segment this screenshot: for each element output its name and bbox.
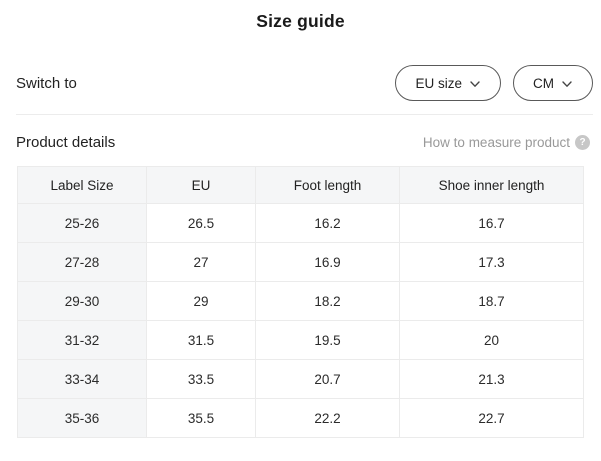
size-table-header: Label Size EU Foot length Shoe inner len… bbox=[17, 166, 584, 204]
unit-dropdown[interactable]: CM bbox=[513, 65, 593, 101]
table-row: 25-26 26.5 16.2 16.7 bbox=[17, 203, 584, 243]
value-cell: 16.2 bbox=[255, 203, 400, 243]
label-size-cell: 33-34 bbox=[17, 359, 147, 399]
chevron-down-icon bbox=[561, 78, 573, 90]
value-cell: 18.2 bbox=[255, 281, 400, 321]
details-row: Product details How to measure product ? bbox=[0, 134, 601, 151]
value-cell: 35.5 bbox=[146, 398, 256, 438]
label-size-cell: 27-28 bbox=[17, 242, 147, 282]
column-header-foot-length: Foot length bbox=[255, 166, 400, 204]
header-row: Label Size EU Foot length Shoe inner len… bbox=[17, 166, 584, 204]
value-cell: 22.2 bbox=[255, 398, 400, 438]
label-size-cell: 31-32 bbox=[17, 320, 147, 360]
product-details-heading: Product details bbox=[16, 134, 116, 151]
table-row: 35-36 35.5 22.2 22.7 bbox=[17, 398, 584, 438]
label-size-cell: 35-36 bbox=[17, 398, 147, 438]
column-header-label-size: Label Size bbox=[17, 166, 147, 204]
how-to-measure-label: How to measure product bbox=[422, 135, 570, 150]
value-cell: 20 bbox=[399, 320, 584, 360]
table-row: 31-32 31.5 19.5 20 bbox=[17, 320, 584, 360]
value-cell: 20.7 bbox=[255, 359, 400, 399]
label-size-cell: 25-26 bbox=[17, 203, 147, 243]
value-cell: 19.5 bbox=[255, 320, 400, 360]
column-header-shoe-inner-length: Shoe inner length bbox=[399, 166, 584, 204]
value-cell: 31.5 bbox=[146, 320, 256, 360]
table-row: 27-28 27 16.9 17.3 bbox=[17, 242, 584, 282]
column-header-eu: EU bbox=[146, 166, 256, 204]
table-row: 33-34 33.5 20.7 21.3 bbox=[17, 359, 584, 399]
table-row: 29-30 29 18.2 18.7 bbox=[17, 281, 584, 321]
value-cell: 22.7 bbox=[399, 398, 584, 438]
value-cell: 26.5 bbox=[146, 203, 256, 243]
value-cell: 27 bbox=[146, 242, 256, 282]
value-cell: 29 bbox=[146, 281, 256, 321]
chevron-down-icon bbox=[469, 78, 481, 90]
label-size-cell: 29-30 bbox=[17, 281, 147, 321]
size-standard-dropdown-value: EU size bbox=[415, 75, 462, 91]
switch-row: Switch to EU size CM bbox=[0, 65, 601, 101]
page-title: Size guide bbox=[256, 11, 345, 31]
how-to-measure-link[interactable]: How to measure product ? bbox=[423, 135, 590, 150]
value-cell: 33.5 bbox=[146, 359, 256, 399]
section-divider bbox=[16, 114, 593, 115]
value-cell: 16.9 bbox=[255, 242, 400, 282]
value-cell: 21.3 bbox=[399, 359, 584, 399]
size-standard-dropdown[interactable]: EU size bbox=[395, 65, 501, 101]
value-cell: 16.7 bbox=[399, 203, 584, 243]
size-table: Label Size EU Foot length Shoe inner len… bbox=[17, 166, 584, 438]
switch-pills: EU size CM bbox=[395, 65, 593, 101]
value-cell: 17.3 bbox=[399, 242, 584, 282]
size-table-body: 25-26 26.5 16.2 16.7 27-28 27 16.9 17.3 29-30 29 1… bbox=[17, 203, 584, 438]
unit-dropdown-value: CM bbox=[533, 75, 554, 91]
value-cell: 18.7 bbox=[399, 281, 584, 321]
size-guide-dialog: { "title": "Size guide", "switch": { "la… bbox=[0, 11, 601, 461]
question-mark-icon: ? bbox=[575, 135, 590, 150]
switch-to-label: Switch to bbox=[16, 74, 77, 92]
